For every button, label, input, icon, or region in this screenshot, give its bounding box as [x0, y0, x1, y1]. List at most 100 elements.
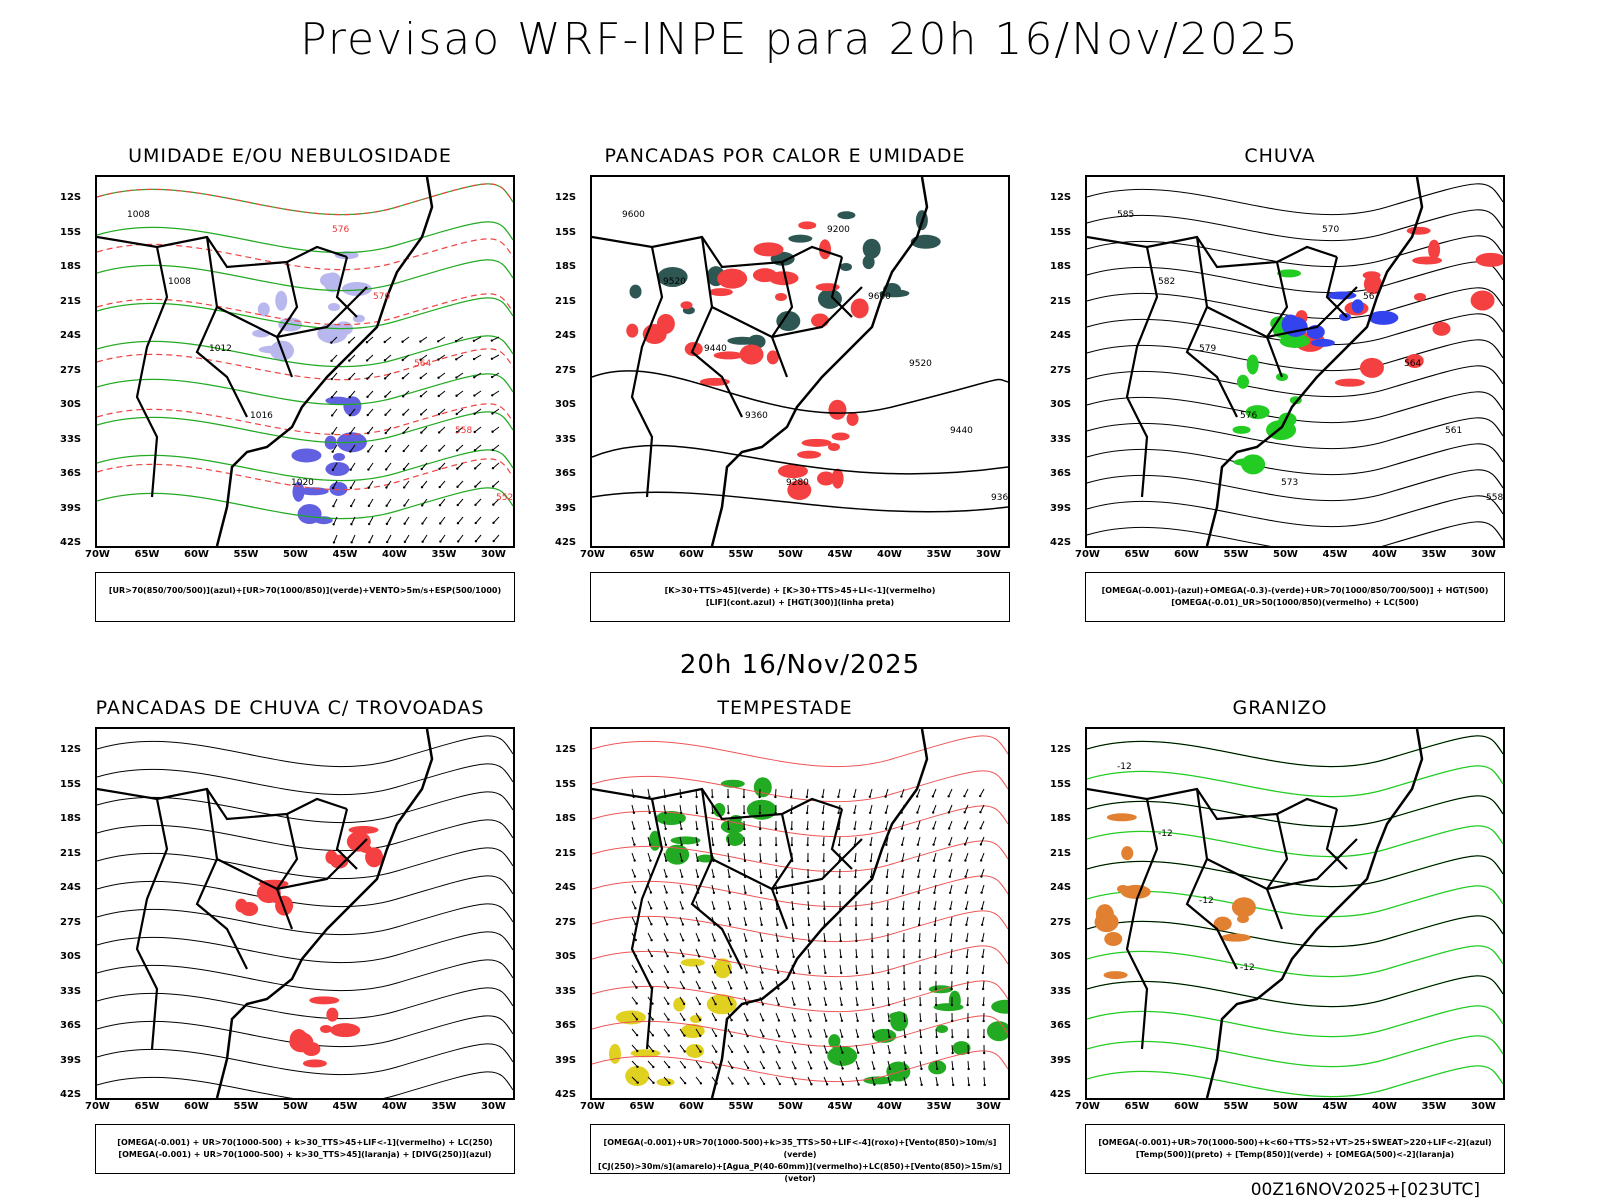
longitude-label: 50W	[1273, 1101, 1298, 1112]
contour-label: 561	[1445, 426, 1462, 436]
latitude-label: 27S	[555, 916, 577, 928]
latitude-label: 15S	[60, 778, 82, 790]
longitude-label: 50W	[283, 549, 308, 560]
contour-label: 9600	[622, 210, 645, 220]
latitude-label: 12S	[555, 192, 577, 203]
longitude-label: 45W	[332, 549, 358, 560]
contour-label: 9360	[745, 411, 768, 421]
panel-legend: [UR>70(850/700/500)](azul)+[UR>70(1000/8…	[95, 572, 515, 622]
legend-line: [LIF](cont.azul) + [HGT(300)](linha pret…	[705, 598, 895, 607]
legend-line: [OMEGA(-0.001) + UR>70(1000-500) + k>30_…	[118, 1150, 492, 1159]
map-frame: 9600 9520 9440 9360 9280 9200 9600 9520 9440 9360	[590, 175, 1010, 548]
latitude-label: 12S	[1050, 192, 1072, 203]
longitude-label: 55W	[233, 1101, 259, 1112]
map-panel: PANCADAS DE CHUVA C/ TROVOADAS 12S 15S 18S 2…	[50, 697, 530, 1174]
latitude-label: 15S	[555, 226, 577, 238]
panel-title: CHUVA	[1244, 145, 1316, 167]
latitude-label: 30S	[60, 399, 82, 410]
contour-label: 9280	[786, 478, 809, 488]
longitude-label: 55W	[1223, 549, 1249, 560]
latitude-label: 42S	[555, 1089, 577, 1100]
legend-line: [CJ(250)>30m/s](amarelo)+[Agua_P(40-60mm…	[598, 1162, 1002, 1183]
latitude-label: 27S	[60, 364, 82, 376]
weather-map	[97, 729, 513, 1098]
latitude-label: 27S	[1050, 364, 1072, 376]
latitude-label: 18S	[555, 813, 577, 824]
latitude-label: 15S	[1050, 226, 1072, 238]
contour-label: 1012	[209, 344, 232, 354]
contour-label: -12	[1158, 829, 1173, 839]
latitude-label: 15S	[60, 226, 82, 238]
contour-label: 567	[1363, 292, 1380, 302]
contour-label: 1008	[127, 210, 150, 220]
longitude-label: 65W	[134, 549, 160, 560]
longitude-label: 35W	[926, 1101, 952, 1112]
contour-label: 558	[455, 426, 472, 436]
legend-line: [OMEGA(-0.001)-(azul)+OMEGA(-0.3)-(verde…	[1101, 586, 1489, 595]
latitude-label: 30S	[555, 951, 577, 962]
latitude-label: 21S	[1050, 847, 1072, 859]
latitude-label: 42S	[1050, 537, 1072, 548]
latitude-label: 21S	[60, 847, 82, 859]
longitude-label: 60W	[1174, 1101, 1199, 1112]
latitude-label: 33S	[555, 433, 577, 445]
contour-label: 9200	[827, 225, 850, 235]
contour-label: 9440	[704, 344, 727, 354]
latitude-label: 21S	[1050, 295, 1072, 307]
longitude-label: 70W	[1075, 549, 1100, 560]
contour-label: -12	[1240, 963, 1255, 973]
longitude-label: 30W	[481, 1101, 506, 1112]
map-panel: TEMPESTADE 12S 15S 18S 21S 24S 27S 30S 33S 36S 39S…	[545, 697, 1025, 1183]
longitude-label: 35W	[1421, 1101, 1447, 1112]
latitude-label: 12S	[60, 192, 82, 203]
contour-label: 564	[1404, 359, 1421, 369]
longitude-label: 65W	[1124, 1101, 1150, 1112]
map-panel: PANCADAS POR CALOR E UMIDADE 12S 15S 18S 21S…	[545, 145, 1025, 622]
contour-label: 579	[1199, 344, 1216, 354]
latitude-label: 33S	[555, 985, 577, 997]
map-frame	[95, 727, 515, 1100]
latitude-label: 39S	[555, 502, 577, 514]
longitude-label: 30W	[976, 1101, 1001, 1112]
latitude-label: 30S	[555, 399, 577, 410]
longitude-label: 50W	[778, 549, 803, 560]
panel-legend: [OMEGA(-0.001)+UR>70(1000-500)+k>35_TTS>…	[590, 1124, 1010, 1183]
longitude-label: 55W	[1223, 1101, 1249, 1112]
legend-line: [K>30+TTS>45](verde) + [K>30+TTS>45+LI<-…	[664, 586, 936, 595]
latitude-label: 36S	[60, 1020, 82, 1031]
longitude-label: 40W	[1372, 1101, 1397, 1112]
legend-line: [OMEGA(-0.01)_UR>50(1000/850)(vermelho) …	[1171, 598, 1419, 607]
map-frame	[590, 727, 1010, 1100]
weather-map: 1008 1008 1012 1016 1020 576 570 564 558 552	[97, 177, 513, 546]
latitude-label: 18S	[1050, 813, 1072, 824]
longitude-label: 35W	[926, 549, 952, 560]
longitude-label: 50W	[778, 1101, 803, 1112]
latitude-label: 12S	[1050, 744, 1072, 755]
contour-label: 576	[332, 225, 349, 235]
latitude-label: 27S	[1050, 916, 1072, 928]
longitude-label: 70W	[85, 1101, 110, 1112]
weather-map: 585 582 579 576 573 570 567 564 561 558	[1087, 177, 1503, 546]
longitude-label: 35W	[431, 1101, 457, 1112]
latitude-label: 24S	[60, 882, 82, 893]
contour-label: -12	[1117, 762, 1132, 772]
latitude-label: 33S	[1050, 985, 1072, 997]
longitude-label: 70W	[85, 549, 110, 560]
longitude-label: 60W	[1174, 549, 1199, 560]
longitude-label: 65W	[629, 549, 655, 560]
longitude-label: 45W	[1322, 1101, 1348, 1112]
panel-legend: [OMEGA(-0.001) + UR>70(1000-500) + k>30_…	[95, 1124, 515, 1174]
run-info: 00Z16NOV2025+[023UTC]	[1250, 1180, 1480, 1200]
panel-title: UMIDADE E/OU NEBULOSIDADE	[128, 145, 452, 167]
latitude-label: 18S	[1050, 261, 1072, 272]
panel-title: GRANIZO	[1232, 697, 1328, 719]
longitude-label: 45W	[827, 549, 853, 560]
latitude-label: 33S	[1050, 433, 1072, 445]
contour-label: 9440	[950, 426, 973, 436]
latitude-label: 33S	[60, 985, 82, 997]
weather-map: -12 -12 -12 -12	[1087, 729, 1503, 1098]
contour-label: 576	[1240, 411, 1257, 421]
longitude-label: 40W	[382, 549, 407, 560]
latitude-label: 27S	[60, 916, 82, 928]
latitude-label: 36S	[555, 468, 577, 479]
